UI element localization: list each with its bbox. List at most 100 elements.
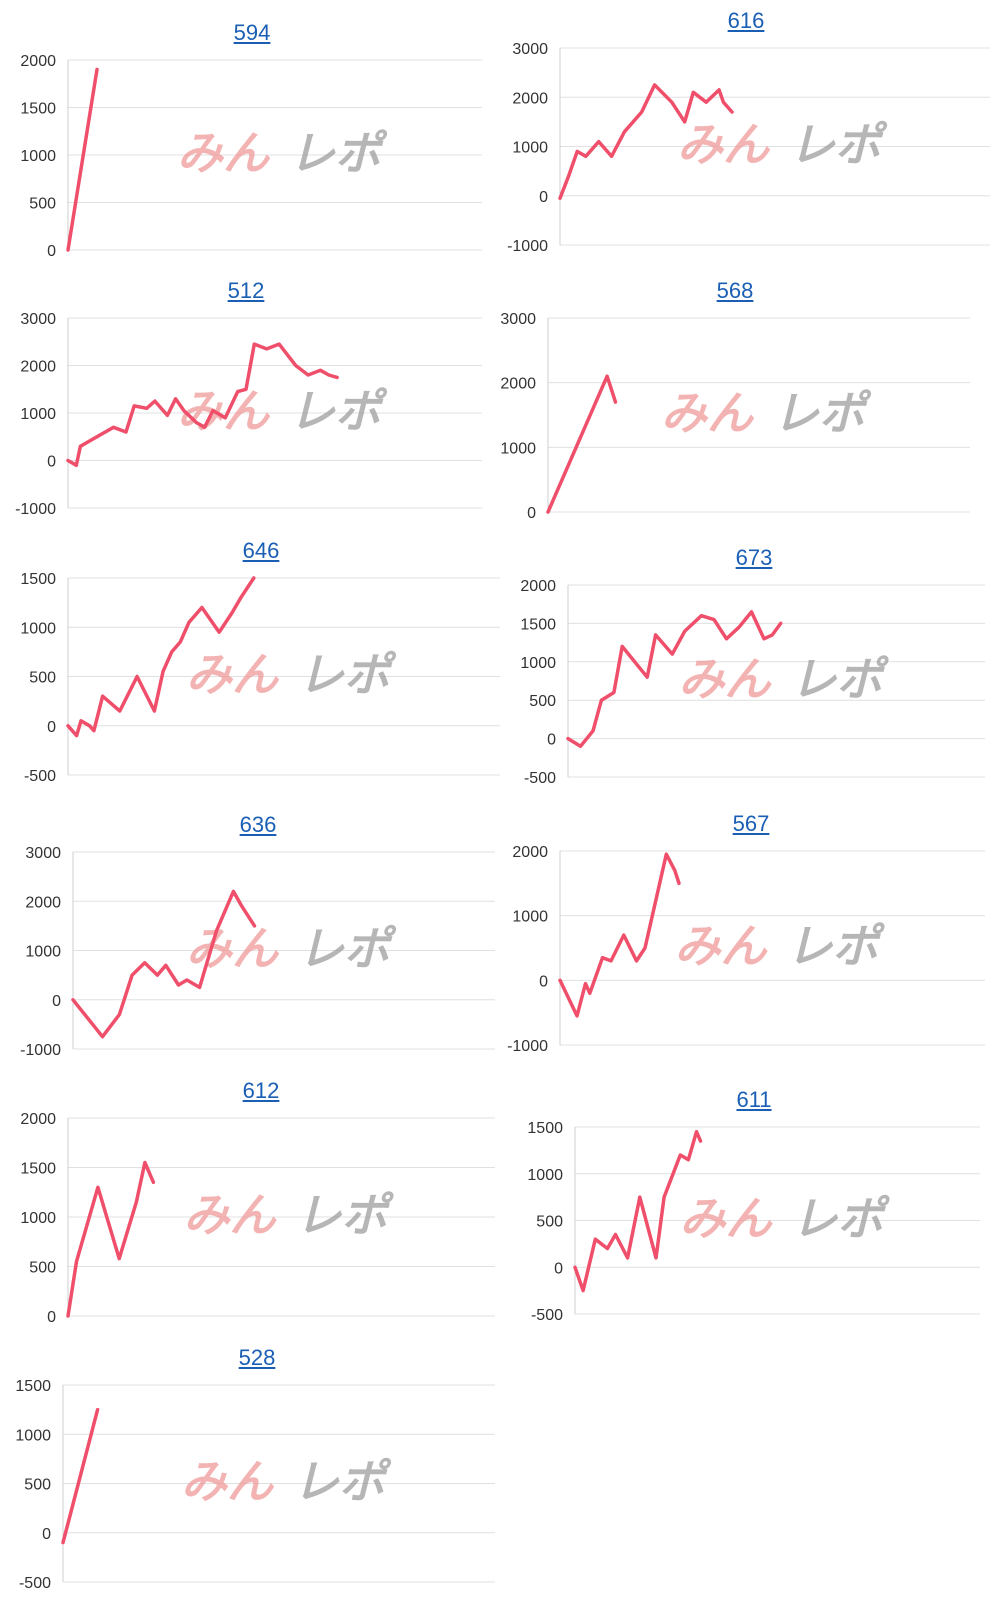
y-tick-label: 500 bbox=[29, 670, 56, 687]
series-line bbox=[66, 67, 99, 252]
chart-673: -500 0 500 1000 1500 2000 みん レポ bbox=[520, 578, 985, 787]
y-tick-label: 1000 bbox=[512, 909, 548, 926]
watermark-text: みん bbox=[679, 652, 773, 706]
y-tick-label: 0 bbox=[539, 973, 548, 990]
chart-title-link[interactable]: 673 bbox=[735, 545, 773, 570]
y-tick-label: 0 bbox=[47, 719, 56, 736]
y-tick-label: 1500 bbox=[520, 616, 556, 633]
series-line bbox=[573, 1129, 703, 1293]
y-tick-label: -1000 bbox=[20, 1042, 61, 1059]
chart-594: 0 500 1000 1500 2000 みん レポ bbox=[20, 53, 482, 260]
chart-title-link[interactable]: 611 bbox=[736, 1087, 772, 1112]
chart-title-link[interactable]: 636 bbox=[239, 812, 277, 837]
watermark-text: レポ bbox=[791, 652, 890, 706]
y-tick-label: 500 bbox=[24, 1477, 51, 1494]
chart-title-link[interactable]: 567 bbox=[732, 811, 770, 836]
watermark-text: みん bbox=[677, 118, 771, 172]
y-tick-label: 1000 bbox=[20, 148, 56, 165]
series-line bbox=[61, 1407, 100, 1545]
y-tick-label: 1000 bbox=[20, 406, 56, 423]
chart-636: -1000 0 1000 2000 3000 みん レポ bbox=[20, 845, 495, 1059]
series-line bbox=[66, 1160, 156, 1318]
y-tick-label: 1500 bbox=[20, 1161, 56, 1178]
watermark-text: レポ bbox=[298, 922, 397, 976]
y-tick-label: 3000 bbox=[20, 311, 56, 328]
y-tick-label: 2000 bbox=[20, 53, 56, 70]
watermark-text: レポ bbox=[789, 118, 888, 172]
y-tick-label: 500 bbox=[29, 1260, 56, 1277]
y-tick-label: 0 bbox=[554, 1260, 563, 1277]
y-tick-label: 3000 bbox=[25, 845, 61, 862]
watermark-text: みん bbox=[184, 1188, 278, 1242]
watermark-text: レポ bbox=[289, 384, 388, 438]
series-line bbox=[66, 342, 339, 468]
y-tick-label: 1500 bbox=[20, 571, 56, 588]
y-tick-label: 2000 bbox=[20, 359, 56, 376]
chart-title-link[interactable]: 594 bbox=[233, 20, 271, 45]
y-tick-label: 0 bbox=[539, 189, 548, 206]
y-tick-label: 500 bbox=[536, 1214, 563, 1231]
y-tick-label: -500 bbox=[531, 1307, 563, 1324]
chart-611: -500 0 500 1000 1500 みん レポ bbox=[527, 1120, 980, 1324]
watermark-text: レポ bbox=[792, 1192, 891, 1246]
y-tick-label: 0 bbox=[47, 454, 56, 471]
watermark-text: みん bbox=[177, 384, 271, 438]
y-tick-label: 2000 bbox=[25, 894, 61, 911]
y-tick-label: -1000 bbox=[507, 1038, 548, 1055]
chart-646: -500 0 500 1000 1500 みん レポ bbox=[20, 571, 500, 785]
watermark-text: みん bbox=[181, 1455, 275, 1509]
y-tick-label: 500 bbox=[529, 693, 556, 710]
chart-568: 0 1000 2000 3000 みん レポ bbox=[500, 311, 970, 522]
chart-title-link[interactable]: 528 bbox=[238, 1345, 276, 1370]
y-tick-label: 1000 bbox=[20, 1210, 56, 1227]
y-tick-label: 1000 bbox=[15, 1427, 51, 1444]
y-tick-label: 1000 bbox=[20, 620, 56, 637]
y-tick-label: 0 bbox=[52, 993, 61, 1010]
y-tick-label: 3000 bbox=[500, 311, 536, 328]
chart-title-link[interactable]: 612 bbox=[242, 1078, 280, 1103]
y-tick-label: 500 bbox=[29, 196, 56, 213]
watermark-text: レポ bbox=[298, 648, 397, 702]
y-tick-label: 1000 bbox=[520, 655, 556, 672]
y-tick-label: 2000 bbox=[20, 1111, 56, 1128]
y-tick-label: 2000 bbox=[520, 578, 556, 595]
y-tick-label: 1000 bbox=[25, 944, 61, 961]
watermark-text: レポ bbox=[289, 126, 388, 180]
y-tick-label: 0 bbox=[547, 732, 556, 749]
watermark-text: みん bbox=[680, 1192, 774, 1246]
y-tick-label: 1000 bbox=[500, 440, 536, 457]
y-tick-label: -500 bbox=[24, 768, 56, 785]
series-line bbox=[66, 576, 256, 738]
watermark-text: みん bbox=[661, 386, 755, 440]
y-tick-label: 1500 bbox=[20, 101, 56, 118]
y-tick-label: 1500 bbox=[15, 1378, 51, 1395]
chart-title-link[interactable]: 646 bbox=[242, 538, 280, 563]
y-tick-label: 3000 bbox=[512, 41, 548, 58]
chart-567: -1000 0 1000 2000 みん レポ bbox=[507, 844, 985, 1055]
series-line bbox=[566, 610, 783, 749]
y-tick-label: -1000 bbox=[15, 501, 56, 518]
chart-title-link[interactable]: 568 bbox=[716, 278, 754, 303]
watermark-text: レポ bbox=[293, 1455, 392, 1509]
chart-528: -500 0 500 1000 1500 みん レポ bbox=[15, 1378, 495, 1592]
chart-612: 0 500 1000 1500 2000 みん レポ bbox=[20, 1111, 495, 1326]
chart-616: -1000 0 1000 2000 3000 みん レポ bbox=[507, 41, 990, 255]
watermark-text: レポ bbox=[773, 386, 872, 440]
y-tick-label: 0 bbox=[47, 1309, 56, 1326]
y-tick-label: -1000 bbox=[507, 238, 548, 255]
y-tick-label: 0 bbox=[42, 1526, 51, 1543]
chart-title-link[interactable]: 616 bbox=[727, 8, 765, 33]
y-tick-label: 1000 bbox=[527, 1167, 563, 1184]
watermark-text: レポ bbox=[296, 1188, 395, 1242]
y-tick-label: 1000 bbox=[512, 140, 548, 157]
watermark-text: みん bbox=[186, 648, 280, 702]
watermark-text: みん bbox=[675, 919, 769, 973]
watermark-text: みん bbox=[177, 126, 271, 180]
series-line bbox=[71, 889, 257, 1039]
series-line bbox=[558, 83, 734, 200]
chart-title-link[interactable]: 512 bbox=[227, 278, 265, 303]
y-tick-label: -500 bbox=[524, 770, 556, 787]
y-tick-label: 1500 bbox=[527, 1120, 563, 1137]
y-tick-label: -500 bbox=[19, 1575, 51, 1592]
